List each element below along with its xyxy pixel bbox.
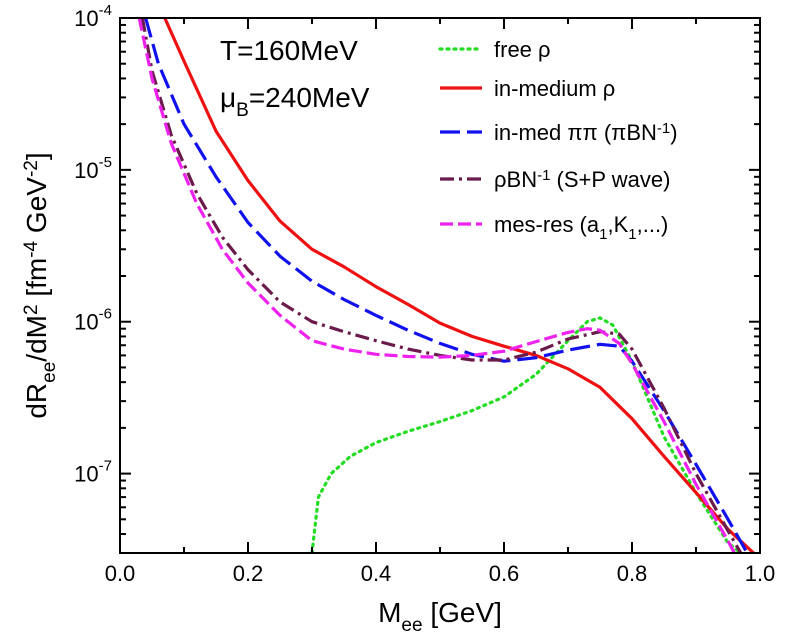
series-layer bbox=[137, 18, 755, 553]
annotation-chemical-potential-part-2: =240MeV bbox=[249, 82, 370, 113]
ticks-layer bbox=[119, 17, 761, 554]
y-axis-title-part-0: dR bbox=[21, 383, 52, 419]
legend-label-in-med-pipi-part-1: -1 bbox=[657, 120, 670, 137]
y-tick-label-base: 10 bbox=[74, 6, 98, 31]
legend-label-rho-bn-wave-part-1: -1 bbox=[537, 167, 550, 184]
legend-label-in-med-pipi: in-med ππ (πBN-1) bbox=[494, 120, 678, 145]
annotation-chemical-potential-part-1: B bbox=[236, 100, 249, 121]
legend-label-free-rho: free ρ bbox=[494, 37, 551, 62]
y-axis-title-part-7: -2 bbox=[21, 160, 42, 177]
y-tick-label-base: 10 bbox=[74, 462, 98, 487]
x-axis-title-part-2: [GeV] bbox=[423, 597, 502, 628]
y-tick-label-exponent: -7 bbox=[99, 458, 112, 475]
plot-frame bbox=[119, 17, 761, 554]
y-axis-title-part-6: GeV bbox=[21, 177, 52, 241]
series-line-in-med-pipi bbox=[144, 18, 749, 553]
annotation-temperature: T=160MeV bbox=[220, 35, 358, 66]
x-axis-title: Mee [GeV] bbox=[378, 597, 502, 636]
y-tick-label-3: 10-7 bbox=[74, 458, 112, 487]
series-line-in-medium-rho bbox=[163, 18, 755, 553]
y-tick-label-exponent: -5 bbox=[99, 154, 112, 171]
x-tick-label-4: 0.8 bbox=[617, 561, 648, 586]
legend-label-rho-bn-wave: ρBN-1 (S+P wave) bbox=[494, 167, 670, 192]
y-axis-title-part-4: [fm bbox=[21, 258, 52, 305]
y-tick-label-exponent: -6 bbox=[99, 306, 112, 323]
x-tick-label-2: 0.4 bbox=[361, 561, 392, 586]
y-axis-title-part-5: -4 bbox=[21, 240, 42, 257]
x-tick-label-3: 0.6 bbox=[489, 561, 520, 586]
series-line-mes-res bbox=[137, 18, 736, 553]
legend-label-in-medium-rho: in-medium ρ bbox=[494, 76, 615, 101]
y-tick-label-0: 10-4 bbox=[74, 2, 112, 31]
x-tick-label-1: 0.2 bbox=[233, 561, 264, 586]
legend-label-in-med-pipi-part-2: ) bbox=[670, 120, 677, 145]
y-axis-title-part-1: ee bbox=[39, 362, 60, 383]
legend-label-mes-res-part-4: ,...) bbox=[637, 212, 669, 237]
legend-label-in-med-pipi-part-0: in-med ππ (πBN bbox=[494, 120, 657, 145]
x-axis-title-part-1: ee bbox=[401, 615, 422, 636]
legend-label-mes-res-part-3: 1 bbox=[628, 226, 636, 243]
legend-label-rho-bn-wave-part-2: (S+P wave) bbox=[550, 167, 670, 192]
y-axis-title-part-2: /dM bbox=[21, 315, 52, 362]
legend-label-in-medium-rho-part-0: in-medium ρ bbox=[494, 76, 615, 101]
legend-label-mes-res-part-0: mes-res (a bbox=[494, 212, 600, 237]
y-tick-label-base: 10 bbox=[74, 158, 98, 183]
legend-label-rho-bn-wave-part-0: ρBN bbox=[494, 167, 537, 192]
legend-label-free-rho-part-0: free ρ bbox=[494, 37, 551, 62]
annotation-chemical-potential: μB=240MeV bbox=[220, 82, 370, 121]
y-tick-label-2: 10-6 bbox=[74, 306, 112, 335]
series-line-rho-bn-wave bbox=[140, 18, 743, 553]
y-tick-label-base: 10 bbox=[74, 310, 98, 335]
annotation-temperature-part-0: T=160MeV bbox=[220, 35, 358, 66]
y-tick-label-exponent: -4 bbox=[99, 2, 112, 19]
y-axis-title-part-8: ] bbox=[21, 152, 52, 160]
legend-label-mes-res: mes-res (a1,K1,...) bbox=[494, 212, 668, 243]
x-tick-label-5: 1.0 bbox=[745, 561, 776, 586]
x-tick-label-0: 0.0 bbox=[105, 561, 136, 586]
y-axis-title-part-3: 2 bbox=[21, 304, 42, 315]
x-axis-title-part-0: M bbox=[378, 597, 401, 628]
y-tick-label-1: 10-5 bbox=[74, 154, 112, 183]
legend-label-mes-res-part-2: ,K bbox=[607, 212, 628, 237]
annotation-chemical-potential-part-0: μ bbox=[220, 82, 236, 113]
y-axis-title: dRee/dM2 [fm-4 GeV-2] bbox=[21, 152, 60, 418]
legend-label-mes-res-part-1: 1 bbox=[599, 226, 607, 243]
series-line-free-rho bbox=[310, 316, 743, 553]
legend: free ρin-medium ρin-med ππ (πBN-1)ρBN-1 … bbox=[438, 37, 678, 243]
